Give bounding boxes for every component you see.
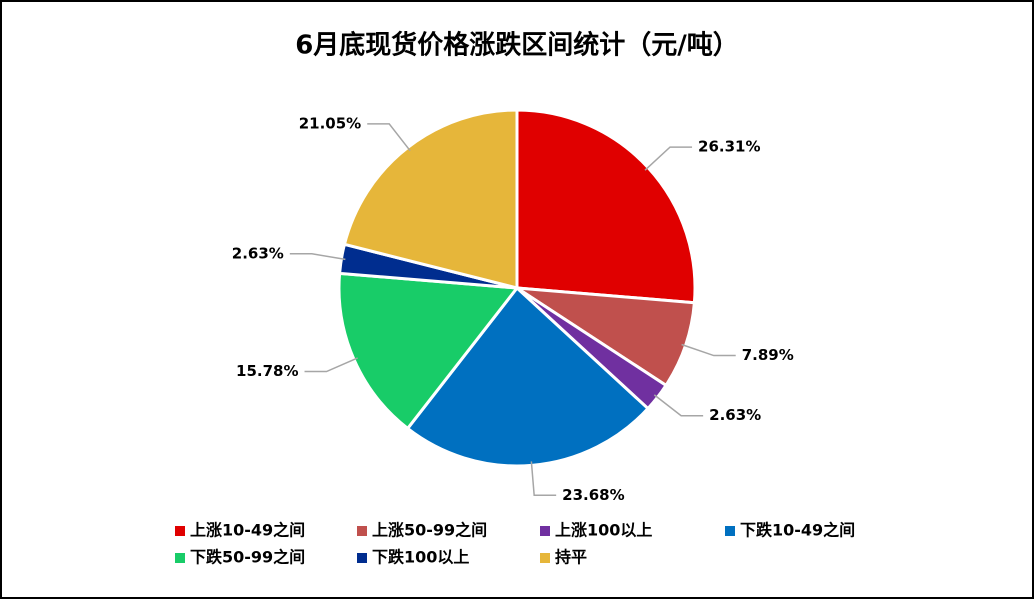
legend-label: 下跌50-99之间 <box>190 548 305 567</box>
leader-line <box>530 461 557 497</box>
data-label: 21.05% <box>299 114 361 132</box>
data-label: 2.63% <box>709 406 761 424</box>
data-label: 23.68% <box>562 486 624 504</box>
legend-swatch <box>540 553 550 563</box>
data-label: 2.63% <box>232 244 284 262</box>
legend-label: 持平 <box>555 548 587 567</box>
leader-line <box>681 343 736 357</box>
leader-line <box>367 123 411 152</box>
legend-swatch <box>357 526 367 536</box>
leader-line <box>644 146 693 171</box>
legend-label: 上涨50-99之间 <box>372 521 487 540</box>
legend-swatch <box>175 553 185 563</box>
leader-line <box>653 394 704 417</box>
legend-label: 下跌100以上 <box>372 548 469 567</box>
leader-line <box>304 357 358 373</box>
legend-swatch <box>357 553 367 563</box>
legend-label: 上涨100以上 <box>555 521 652 540</box>
legend-swatch <box>175 526 185 536</box>
legend-label: 下跌10-49之间 <box>740 521 855 540</box>
legend-swatch <box>540 526 550 536</box>
legend-swatch <box>725 526 735 536</box>
legend-label: 上涨10-49之间 <box>190 521 305 540</box>
data-label: 26.31% <box>698 138 760 156</box>
leader-line <box>289 253 346 261</box>
data-label: 15.78% <box>236 362 298 380</box>
data-label: 7.89% <box>742 346 794 364</box>
chart-title: 6月底现货价格涨跌区间统计（元/吨） <box>295 30 739 61</box>
